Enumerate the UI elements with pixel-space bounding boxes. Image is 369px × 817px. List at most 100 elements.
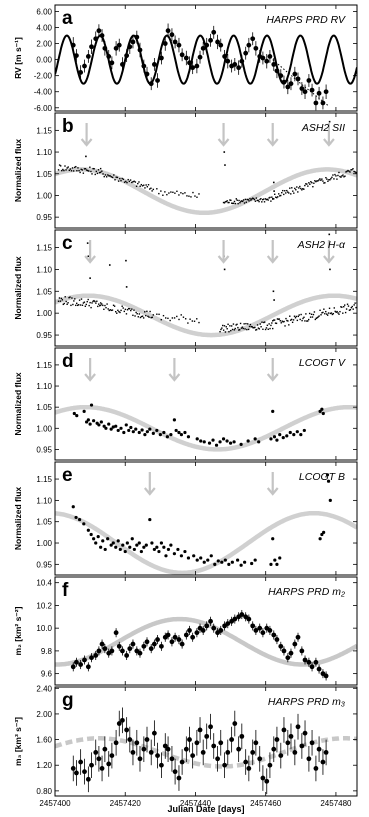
data-point (299, 185, 301, 188)
y-tick-label: 1.10 (36, 148, 52, 157)
data-point (120, 648, 125, 654)
data-point (273, 190, 275, 192)
data-point (90, 306, 92, 309)
data-point (204, 733, 210, 739)
data-point (183, 430, 187, 435)
panel-plot-area (55, 23, 357, 111)
data-point (110, 176, 113, 178)
data-point (105, 306, 107, 309)
y-tick-label: 0.95 (36, 445, 52, 454)
data-point (328, 307, 331, 310)
data-point (68, 169, 71, 172)
data-point (299, 86, 305, 91)
data-point (176, 190, 178, 192)
data-point (82, 409, 86, 413)
data-point (85, 664, 91, 670)
data-point (103, 175, 105, 178)
data-point (96, 300, 98, 302)
panel-title: ASH2 SII (301, 122, 345, 134)
data-point (96, 648, 102, 654)
data-point (251, 197, 254, 199)
data-point (126, 181, 128, 184)
data-point (239, 58, 245, 64)
data-point (221, 327, 223, 329)
data-point (351, 305, 353, 308)
data-point (332, 174, 334, 176)
data-point (89, 277, 91, 279)
data-point (166, 547, 171, 552)
data-point (119, 177, 121, 180)
data-point (78, 169, 80, 172)
data-point (238, 329, 240, 331)
data-point (85, 420, 89, 424)
data-point (272, 327, 274, 330)
data-point (320, 407, 324, 411)
data-point (292, 433, 296, 437)
panel-letter: c (62, 233, 73, 254)
flare-arrow-head (323, 138, 335, 147)
data-point (254, 200, 257, 202)
data-point (318, 315, 320, 317)
data-point (77, 304, 80, 306)
data-point (159, 643, 164, 649)
y-tick-label: 1.60 (36, 736, 52, 745)
data-point (341, 175, 343, 177)
data-point (320, 532, 324, 537)
data-point (73, 300, 75, 302)
data-point (276, 318, 279, 320)
data-point (111, 425, 115, 429)
data-point (182, 192, 184, 195)
y-tick-label: 10.4 (36, 579, 52, 588)
data-point (232, 721, 238, 726)
data-point (146, 310, 148, 313)
data-point (124, 727, 130, 733)
data-point (104, 174, 107, 176)
data-point (277, 318, 280, 320)
data-point (186, 195, 188, 197)
data-point (225, 439, 229, 443)
data-point (290, 319, 292, 321)
data-point (123, 310, 126, 313)
data-point (271, 632, 277, 638)
data-point (242, 199, 245, 201)
data-point (257, 327, 260, 329)
data-point (350, 169, 352, 171)
data-point (263, 321, 265, 324)
data-point (309, 183, 311, 185)
data-point (116, 721, 122, 726)
data-point (218, 628, 224, 633)
data-point (128, 180, 131, 183)
data-point (74, 298, 76, 300)
y-tick-label: 1.15 (36, 244, 52, 253)
data-point (253, 740, 259, 746)
panel-b: 1.15 1.10 1.05 1.00 0.95 b ASH2 SII Normalized … (13, 112, 358, 229)
data-point (63, 302, 65, 305)
data-point (127, 646, 133, 652)
data-point (234, 327, 236, 330)
data-point (144, 187, 146, 189)
data-point (85, 169, 88, 171)
data-point (91, 302, 93, 304)
data-point (224, 164, 226, 166)
data-point (169, 543, 173, 547)
data-point (237, 202, 239, 205)
data-point (149, 310, 151, 313)
data-point (140, 428, 144, 432)
data-point (236, 65, 242, 71)
data-point (202, 560, 206, 564)
data-point (151, 641, 157, 647)
data-point (57, 169, 60, 171)
data-point (151, 190, 153, 192)
flare-arrow-head (84, 373, 96, 382)
data-point (82, 657, 87, 663)
data-point (99, 766, 105, 771)
data-point (211, 438, 215, 442)
data-point (291, 187, 293, 189)
data-point (322, 311, 324, 314)
data-point (337, 174, 339, 177)
data-point (78, 299, 81, 301)
data-point (141, 63, 147, 69)
data-point (159, 55, 164, 61)
data-point (273, 299, 275, 301)
flare-arrow-head (168, 373, 181, 382)
